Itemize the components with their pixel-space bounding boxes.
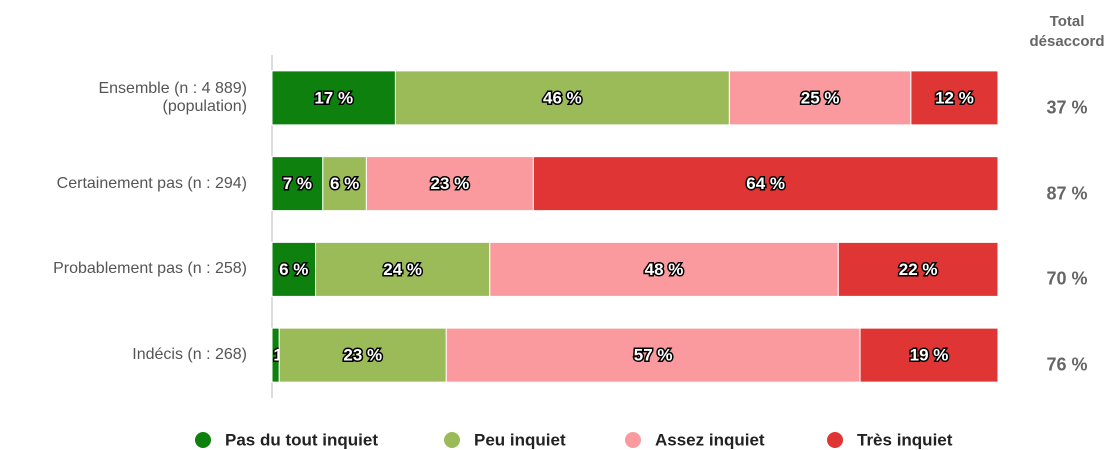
legend-label: Assez inquiet	[655, 430, 765, 449]
legend-swatch	[444, 432, 460, 448]
bar-segment	[271, 241, 317, 297]
bar-segment	[445, 327, 861, 383]
value-label: 24 %	[383, 260, 422, 279]
bar-segment	[278, 327, 447, 383]
total-label: 76 %	[1046, 354, 1088, 375]
legend-swatch	[195, 432, 211, 448]
value-label: 64 %	[746, 174, 785, 193]
value-label: 6 %	[279, 260, 308, 279]
bar-segment	[859, 327, 999, 383]
value-label: 6 %	[330, 174, 359, 193]
legend-label: Peu inquiet	[474, 430, 566, 449]
value-label: 23 %	[430, 174, 469, 193]
bar-segment	[837, 241, 999, 297]
value-label: 57 %	[634, 346, 673, 365]
category-label: Probablement pas (n : 258)	[53, 260, 247, 278]
bar-segment	[489, 241, 839, 297]
legend-label: Très inquiet	[857, 430, 953, 449]
value-label: 48 %	[645, 260, 684, 279]
totals-title: Total désaccord	[1029, 13, 1105, 50]
bar-segment	[394, 70, 730, 126]
bar-segment	[532, 156, 999, 212]
category-label: Indécis (n : 268)	[132, 346, 247, 364]
category-label: Ensemble (n : 4 889) (population)	[98, 79, 247, 115]
value-label: 7 %	[283, 174, 312, 193]
bar-segment	[322, 156, 367, 212]
value-label: 46 %	[543, 88, 582, 107]
bar-segment	[910, 70, 999, 126]
legend-swatch	[827, 432, 843, 448]
legend-label: Pas du tout inquiet	[225, 430, 378, 449]
value-label: 25 %	[801, 88, 840, 107]
total-label: 37 %	[1046, 97, 1088, 118]
bar-segment	[315, 241, 491, 297]
legend-swatch	[625, 432, 641, 448]
bar-segment	[728, 70, 912, 126]
total-label: 87 %	[1046, 183, 1088, 204]
category-label: Certainement pas (n : 294)	[56, 174, 247, 192]
value-label: 19 %	[910, 346, 949, 365]
value-label: 17 %	[314, 88, 353, 107]
value-label: 22 %	[899, 260, 938, 279]
total-label: 70 %	[1046, 268, 1088, 289]
value-label: 23 %	[343, 346, 382, 365]
value-label: 12 %	[935, 88, 974, 107]
